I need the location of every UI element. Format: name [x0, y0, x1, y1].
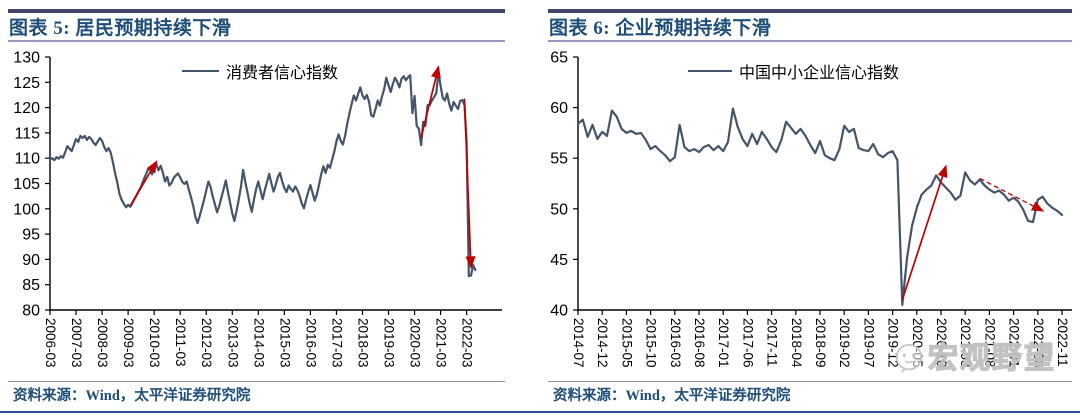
svg-text:2015-10: 2015-10 [644, 318, 659, 368]
svg-text:2017-01: 2017-01 [716, 318, 731, 368]
svg-text:60: 60 [550, 100, 568, 117]
svg-text:105: 105 [13, 176, 40, 193]
svg-text:110: 110 [14, 151, 40, 168]
svg-text:2007-03: 2007-03 [69, 318, 84, 368]
svg-text:40: 40 [550, 303, 568, 320]
svg-text:2019-02: 2019-02 [837, 318, 852, 368]
svg-text:2015-05: 2015-05 [619, 318, 634, 368]
figure-panel-5: 图表 5: 居民预期持续下滑 消费者信心指数 80 85 90 95 100 105 110… [8, 9, 505, 404]
svg-text:95: 95 [22, 227, 40, 244]
svg-text:2014-03: 2014-03 [251, 318, 266, 368]
figure-panel-6: 图表 6: 企业预期持续下滑 中国中小企业信心指数 40 45 50 55 60 65 20… [540, 0, 1080, 417]
source-text: 资料来源：Wind，太平洋证券研究院 [553, 388, 791, 404]
svg-text:2018-03: 2018-03 [355, 318, 370, 368]
header-rule-thin [548, 40, 1072, 42]
source-text: 资料来源：Wind，太平洋证券研究院 [13, 388, 251, 404]
svg-text:2016-08: 2016-08 [692, 318, 707, 368]
svg-text:2008-03: 2008-03 [95, 318, 110, 368]
svg-text:2014-07: 2014-07 [571, 318, 586, 368]
svg-text:2018-04: 2018-04 [789, 318, 804, 368]
svg-text:2011-03: 2011-03 [173, 318, 188, 367]
svg-text:2010-03: 2010-03 [147, 318, 162, 368]
svg-text:2013-03: 2013-03 [225, 318, 240, 368]
svg-text:2022-03: 2022-03 [460, 318, 475, 368]
svg-text:85: 85 [22, 277, 40, 294]
legend-line-sample [182, 70, 219, 72]
header-rule-thick [548, 9, 1072, 13]
svg-text:2006-03: 2006-03 [43, 318, 58, 368]
svg-text:2020-10: 2020-10 [934, 318, 949, 368]
svg-text:2017-03: 2017-03 [329, 318, 344, 368]
header-rule-thin [8, 40, 505, 42]
svg-text:50: 50 [550, 201, 568, 218]
svg-text:2019-07: 2019-07 [861, 318, 876, 368]
header-rule-thick [8, 9, 505, 13]
svg-text:80: 80 [22, 303, 40, 320]
consumer-confidence-line-chart: 80 85 90 95 100 105 110 115 120 125 130 2006-03 2007… [13, 50, 502, 368]
svg-text:65: 65 [550, 50, 568, 67]
svg-text:45: 45 [550, 252, 568, 269]
svg-text:2016-03: 2016-03 [303, 318, 318, 368]
svg-text:2012-03: 2012-03 [199, 318, 214, 368]
legend-label: 消费者信心指数 [226, 65, 339, 82]
figure-title: 图表 6: 企业预期持续下滑 [549, 18, 772, 39]
svg-text:2014-12: 2014-12 [595, 318, 610, 368]
svg-text:125: 125 [13, 75, 40, 92]
svg-text:2017-11: 2017-11 [765, 318, 780, 367]
svg-text:2021-03: 2021-03 [958, 318, 973, 368]
svg-text:2021-03: 2021-03 [434, 318, 449, 368]
page-bottom-rule [0, 411, 1080, 413]
watermark-text: 宏观野望 [927, 342, 1056, 375]
source-rule [8, 381, 505, 382]
svg-text:2021-08: 2021-08 [982, 318, 997, 368]
svg-text:55: 55 [550, 151, 568, 168]
svg-text:130: 130 [13, 50, 40, 67]
svg-text:2022-01: 2022-01 [1007, 318, 1022, 368]
svg-text:2020-03: 2020-03 [408, 318, 423, 368]
legend-label: 中国中小企业信心指数 [739, 65, 900, 82]
source-rule [548, 381, 1072, 382]
watermark-face-icon [895, 343, 923, 373]
svg-text:120: 120 [13, 100, 40, 117]
svg-text:100: 100 [13, 201, 40, 218]
legend-line-sample [688, 70, 732, 72]
svg-text:2022-06: 2022-06 [1031, 318, 1046, 368]
svg-text:90: 90 [22, 252, 40, 269]
svg-text:2019-03: 2019-03 [382, 318, 397, 368]
svg-text:2016-03: 2016-03 [668, 318, 683, 368]
figure-title: 图表 5: 居民预期持续下滑 [9, 18, 232, 39]
svg-text:2022-11: 2022-11 [1055, 318, 1070, 367]
svg-text:2009-03: 2009-03 [121, 318, 136, 368]
svg-text:115: 115 [14, 125, 40, 142]
watermark: 宏观野望 [892, 342, 1056, 376]
svg-text:2018-09: 2018-09 [813, 318, 828, 368]
chart-legend: 消费者信心指数 [182, 61, 339, 82]
svg-text:2015-03: 2015-03 [277, 318, 292, 368]
svg-text:2017-06: 2017-06 [740, 318, 755, 368]
chart-legend: 中国中小企业信心指数 [688, 61, 900, 82]
